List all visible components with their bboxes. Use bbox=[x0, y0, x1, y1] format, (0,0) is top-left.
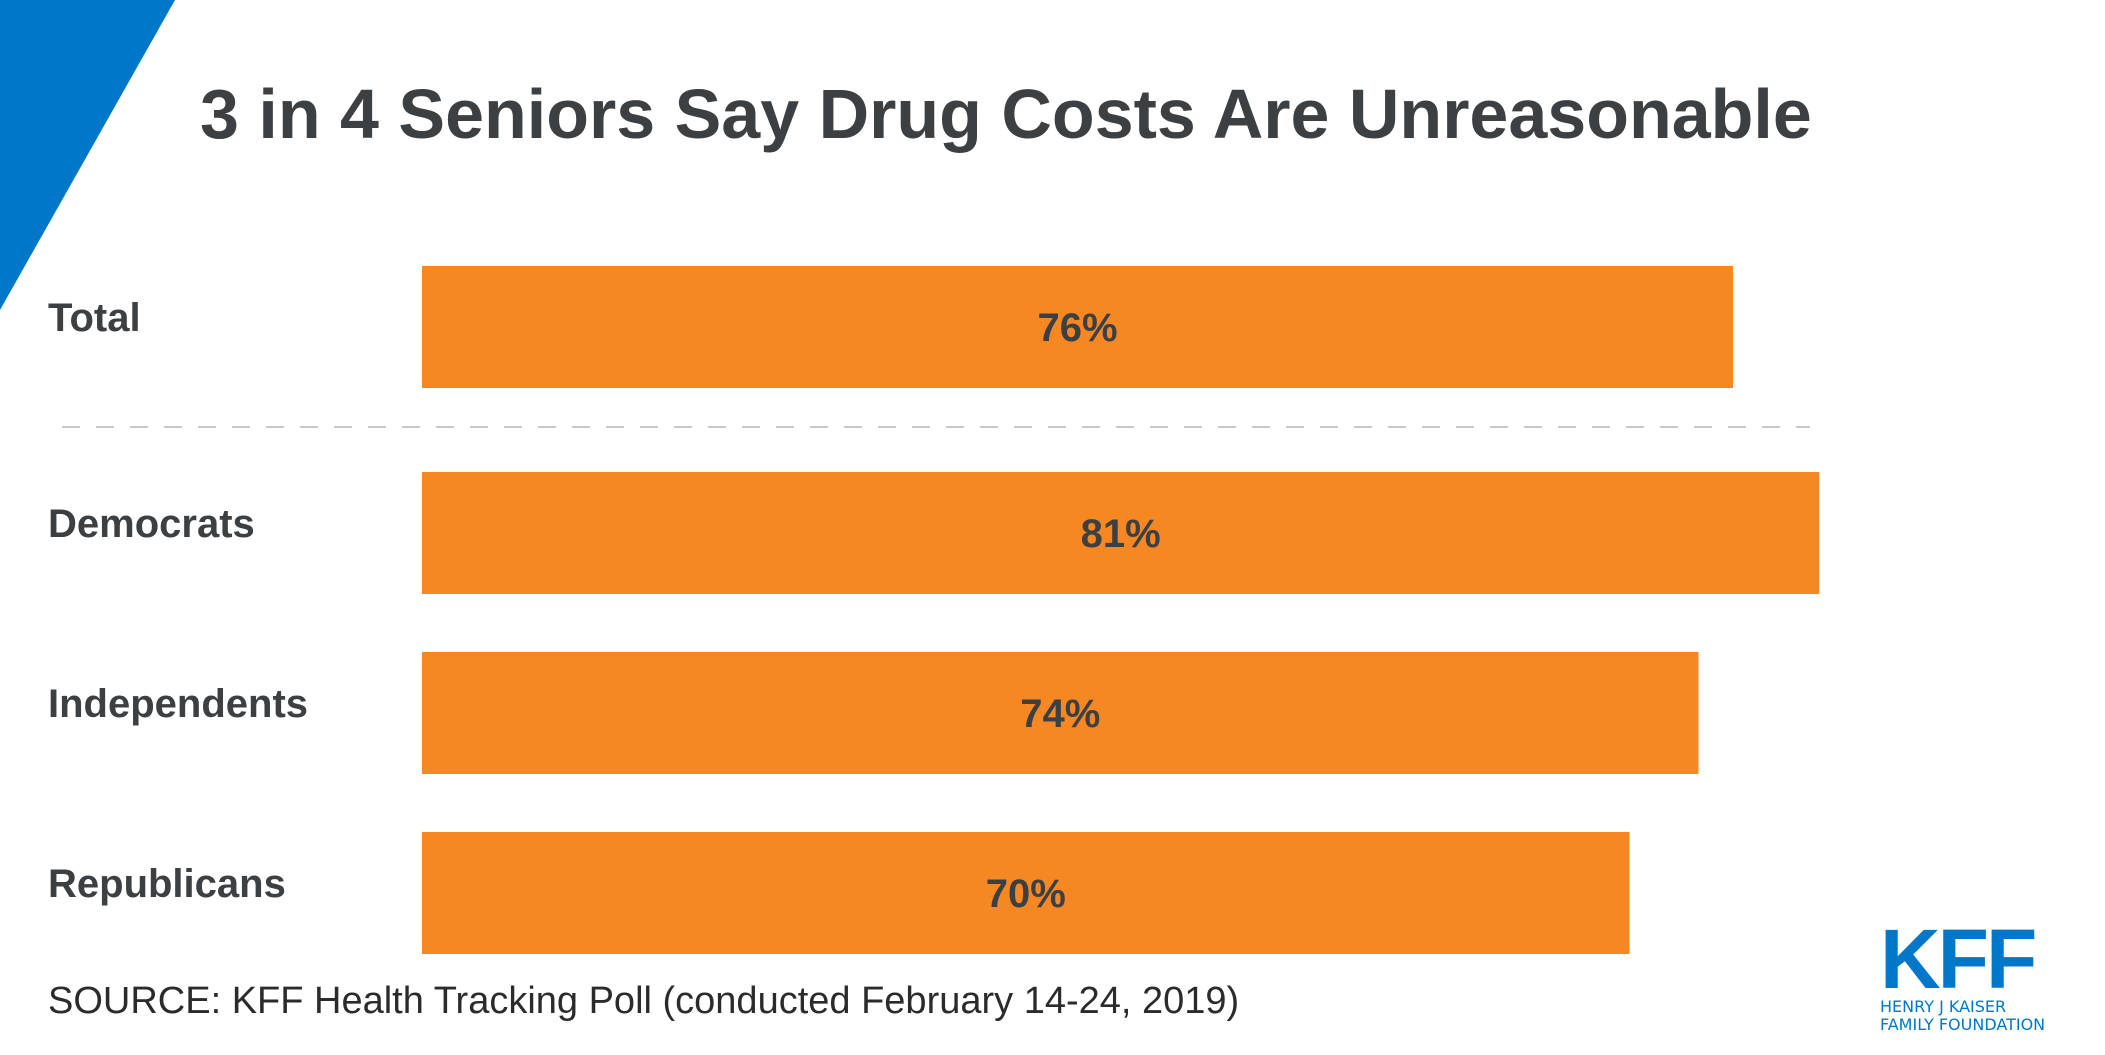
category-label-democrats: Democrats bbox=[48, 502, 255, 546]
category-label-total: Total bbox=[48, 296, 141, 340]
logo-line-2: FAMILY FOUNDATION bbox=[1880, 1014, 2046, 1034]
bar-independents bbox=[422, 652, 1699, 774]
value-label-total: 76% bbox=[1037, 306, 1117, 350]
value-label-republicans: 70% bbox=[986, 872, 1066, 916]
logo-line-1: HENRY J KAISER bbox=[1880, 996, 2007, 1016]
category-label-independents: Independents bbox=[48, 682, 308, 726]
source-note: SOURCE: KFF Health Tracking Poll (conduc… bbox=[48, 980, 1240, 1022]
bar-republicans bbox=[422, 832, 1630, 954]
corner-accent-triangle bbox=[0, 0, 175, 310]
bar-democrats bbox=[422, 472, 1820, 594]
value-label-independents: 74% bbox=[1020, 692, 1100, 736]
value-label-democrats: 81% bbox=[1081, 512, 1161, 556]
category-label-republicans: Republicans bbox=[48, 862, 286, 906]
kff-logo: KFF HENRY J KAISER FAMILY FOUNDATION bbox=[1880, 912, 2050, 1034]
chart-title: 3 in 4 Seniors Say Drug Costs Are Unreas… bbox=[200, 75, 1812, 153]
logo-mark: KFF bbox=[1880, 912, 2037, 1006]
bar-total bbox=[422, 266, 1733, 388]
